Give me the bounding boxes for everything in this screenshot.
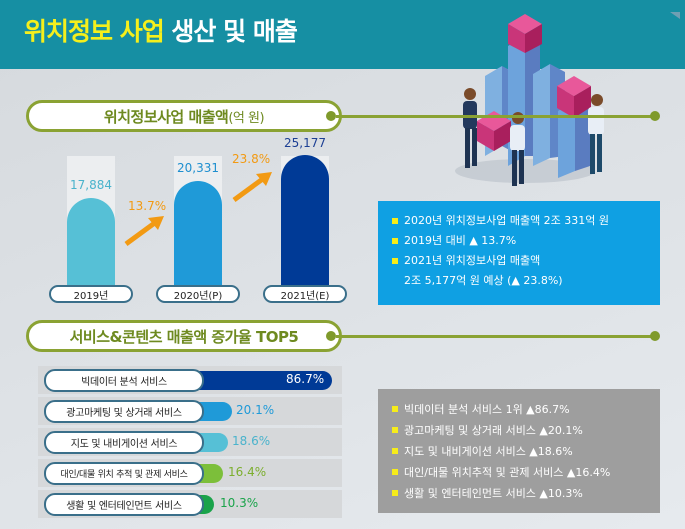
revenue-unit: (억 원) bbox=[228, 110, 265, 126]
info-item: 2019년 대비 ▲ 13.7% bbox=[392, 231, 646, 251]
summary-item: 빅데이터 분석 서비스 1위 ▲86.7% bbox=[392, 399, 646, 420]
top5-value-2: 20.1% bbox=[236, 403, 275, 417]
growth-arrow-1-icon bbox=[124, 216, 164, 247]
year-label-2019: 2019년 bbox=[49, 285, 133, 303]
title-highlight: 위치정보 사업 bbox=[24, 17, 165, 46]
bar-value-2021: 25,177 bbox=[284, 136, 326, 150]
top5-section-title: 서비스&콘텐츠 매출액 증가율 TOP5 bbox=[26, 320, 342, 352]
bar-value-2019: 17,884 bbox=[70, 178, 112, 192]
info-item: 2020년 위치정보사업 매출액 2조 331억 원 bbox=[392, 211, 646, 231]
revenue-line-start-dot bbox=[326, 111, 336, 121]
title-rest: 생산 및 매출 bbox=[163, 17, 297, 46]
top5-label-2: 광고마케팅 및 상거래 서비스 bbox=[44, 400, 204, 423]
bar-chart-people-illustration bbox=[455, 14, 604, 186]
year-label-2021: 2021년(E) bbox=[263, 285, 347, 303]
summary-item: 대인/대물 위치추적 및 관제 서비스 ▲16.4% bbox=[392, 462, 646, 483]
bullet-icon bbox=[392, 406, 398, 412]
revenue-section-line bbox=[336, 115, 656, 118]
top5-line-end-dot bbox=[650, 331, 660, 341]
bullet-icon bbox=[392, 448, 398, 454]
top5-value-4: 16.4% bbox=[228, 465, 267, 479]
bar-value-2020: 20,331 bbox=[177, 161, 219, 175]
top5-value-5: 10.3% bbox=[220, 496, 259, 510]
info-item: 2021년 위치정보사업 매출액 bbox=[392, 251, 646, 271]
bullet-icon bbox=[392, 258, 398, 264]
top5-summary-box: 빅데이터 분석 서비스 1위 ▲86.7% 광고마케팅 및 상거래 서비스 ▲2… bbox=[378, 389, 660, 513]
growth-arrow-2-icon bbox=[232, 172, 272, 203]
top5-row-3: 지도 및 내비게이션 서비스 18.6% bbox=[38, 428, 342, 456]
revenue-line-end-dot bbox=[650, 111, 660, 121]
bar-2020 bbox=[174, 181, 222, 288]
top5-label-1: 빅데이터 분석 서비스 bbox=[44, 369, 204, 392]
info-item-continued: 2조 5,177억 원 예상 (▲ 23.8%) bbox=[404, 274, 563, 287]
bullet-icon bbox=[392, 490, 398, 496]
top5-row-2: 광고마케팅 및 상거래 서비스 20.1% bbox=[38, 397, 342, 425]
top5-line-start-dot bbox=[326, 331, 336, 341]
page-title: 위치정보 사업 생산 및 매출 bbox=[24, 12, 298, 48]
top5-bar-1 bbox=[188, 371, 332, 390]
top5-value-3: 18.6% bbox=[232, 434, 271, 448]
top5-value-1: 86.7% bbox=[286, 372, 325, 386]
top5-title-text: 서비스&콘텐츠 매출액 증가율 TOP5 bbox=[69, 327, 299, 346]
header-band: 위치정보 사업 생산 및 매출 bbox=[0, 0, 685, 69]
bullet-icon bbox=[392, 469, 398, 475]
top5-row-4: 대인/대물 위치 추적 및 관제 서비스 16.4% bbox=[38, 459, 342, 487]
year-label-2020: 2020년(P) bbox=[156, 285, 240, 303]
corner-mark-icon bbox=[670, 12, 680, 19]
bar-2019 bbox=[67, 198, 115, 288]
top5-label-3: 지도 및 내비게이션 서비스 bbox=[44, 431, 204, 454]
growth-label-2021: 23.8% bbox=[232, 152, 271, 166]
top5-row-5: 생활 및 엔터테인먼트 서비스 10.3% bbox=[38, 490, 342, 518]
growth-label-2020: 13.7% bbox=[128, 199, 167, 213]
top5-label-4: 대인/대물 위치 추적 및 관제 서비스 bbox=[44, 462, 204, 485]
bullet-icon bbox=[392, 218, 398, 224]
top5-row-1: 빅데이터 분석 서비스 86.7% bbox=[38, 366, 342, 394]
bullet-icon bbox=[392, 238, 398, 244]
top5-label-5: 생활 및 엔터테인먼트 서비스 bbox=[44, 493, 204, 516]
top5-section-line bbox=[336, 335, 656, 338]
revenue-info-box: 2020년 위치정보사업 매출액 2조 331억 원 2019년 대비 ▲ 13… bbox=[378, 201, 660, 305]
summary-item: 생활 및 엔터테인먼트 서비스 ▲10.3% bbox=[392, 483, 646, 504]
revenue-title-text: 위치정보사업 매출액 bbox=[103, 107, 229, 126]
bullet-icon bbox=[392, 427, 398, 433]
summary-item: 지도 및 내비게이션 서비스 ▲18.6% bbox=[392, 441, 646, 462]
bar-2021 bbox=[281, 155, 329, 288]
revenue-section-title: 위치정보사업 매출액 (억 원) bbox=[26, 100, 342, 132]
summary-item: 광고마케팅 및 상거래 서비스 ▲20.1% bbox=[392, 420, 646, 441]
